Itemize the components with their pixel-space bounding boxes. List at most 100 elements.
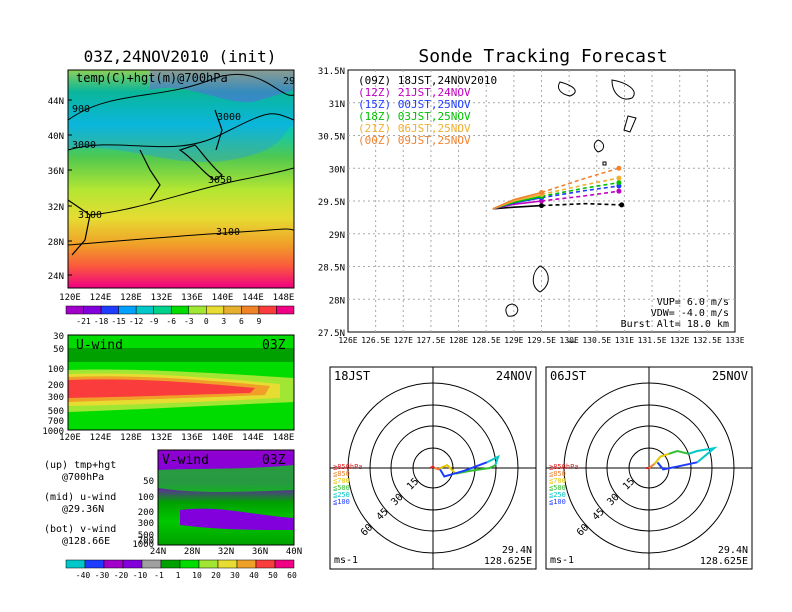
y-tick-label: 30.5N [318,133,345,143]
wind-colorbar: -40 -30 -20 -10 -1 1 10 20 30 40 50 60 [65,559,297,580]
pressure-tick-label: 300 [48,393,64,403]
v-wind-label: V-wind [162,453,209,468]
colorbar-label: -20 [114,571,129,580]
tracking-legend: (09Z) 18JST,24NOV2010(12Z) 21JST,24NOV(1… [358,74,497,147]
coastline [623,115,637,133]
colorbar-swatch [206,305,225,315]
legend-entry: (18Z) 03JST,25NOV [358,110,471,123]
korea-coastline [139,149,161,201]
colorbar-swatch [198,559,219,569]
track-point [616,175,622,181]
track-line [492,191,542,210]
colorbar-label: -6 [166,317,176,326]
lon-tick-label: 136E [181,433,203,443]
legend-entry: (15Z) 00JST,25NOV [358,98,471,111]
y-tick-label: 27.5N [318,329,345,339]
x-tick-label: 130E [560,336,579,345]
lat-tick-label: 36N [48,167,64,177]
track-point [539,189,544,195]
lon-tick-label: 132E [151,433,173,443]
colorbar-label: 1 [176,571,181,580]
hodograph-trace [434,467,441,471]
hodograph-trace [486,454,500,466]
hodograph-legend-entry: ≦100 [549,498,566,506]
x-tick-label: 131.5E [638,336,667,345]
note-line: (up) tmp+hgt [44,460,116,471]
track-line-forecast [541,202,622,207]
colorbar-swatch [160,559,181,569]
v-wind-frame [157,449,295,546]
u-wind-time: 03Z [262,338,286,353]
track-line-forecast [541,177,620,196]
colorbar-swatch [170,305,190,315]
colorbar-swatch [135,305,154,315]
hodograph-date: 24NOV [496,369,532,383]
hodograph-lat: 29.4N [502,545,532,556]
x-tick-label: 131E [615,336,634,345]
v-wind-lat-ticks: 24N 28N 32N 36N 40N [150,547,302,557]
note-line: @29.36N [62,504,104,515]
colorbar-label: -18 [94,317,109,326]
note-line: (bot) v-wind [44,524,116,535]
map-lat-ticks: 44N 40N 36N 32N 28N 24N [48,97,72,282]
y-tick-label: 31.5N [318,67,345,77]
u-wind-label: U-wind [76,338,123,353]
colorbar-label: -40 [76,571,91,580]
colorbar-label: -15 [111,317,126,326]
hodograph-trace [656,461,698,471]
y-tick-label: 31N [329,100,345,110]
map-label: temp(C)+hgt(m)@700hPa [76,71,228,85]
colorbar-swatch [84,559,105,569]
x-tick-label: 129E [504,336,523,345]
hodograph-trace [668,449,689,455]
y-tick-label: 29N [329,231,345,241]
pressure-tick-label: 700 [48,417,64,427]
lon-tick-label: 148E [273,293,295,303]
colorbar-swatch [83,305,102,315]
hodograph-legend-entry: ≦100 [333,498,350,506]
v-wind-section: V-wind 03Z [157,449,295,546]
colorbar-label: 50 [268,571,278,580]
legend-entry: (09Z) 18JST,24NOV2010 [358,74,497,87]
x-tick-label: 126E [338,336,357,345]
japan-coastline [178,144,223,181]
hodograph-legend-entry: ≦250 [549,491,566,499]
lon-tick-label: 144E [242,433,264,443]
sonde-tracks [492,165,625,210]
contour-label: 3100 [78,210,102,221]
x-tick-label: 128E [449,336,468,345]
height-contour [67,73,295,121]
u-wind-jet-core [68,379,255,398]
colorbar-swatch [122,559,143,569]
tracking-map: (09Z) 18JST,24NOV2010(12Z) 21JST,24NOV(1… [347,69,736,343]
colorbar-label: -10 [133,571,148,580]
lon-tick-label: 124E [90,433,112,443]
pressure-tick-label: 50 [143,477,154,487]
colorbar-label: 0 [204,317,209,326]
lat-tick-label: 32N [48,203,64,213]
x-tick-label: 132E [670,336,689,345]
tracking-y-ticks: 31.5N 31N 30.5N 30N 29.5N 29N 28.5N 28N 27.5N [318,67,345,339]
x-tick-label: 128.5E [472,336,501,345]
pressure-tick-label: 1000 [132,540,154,550]
colorbar-label: -12 [129,317,144,326]
track-point [616,180,622,186]
u-wind-section: U-wind 03Z [67,334,295,431]
colorbar-label: 3 [221,317,226,326]
track-point [539,203,544,209]
track-point [616,165,622,171]
hodograph-trace [439,463,457,475]
track-line-forecast [541,167,620,194]
hodograph-legend-entry: ≦250 [333,491,350,499]
temperature-colorbar: -21 -18 -15 -12 -9 -6 -3 0 3 6 9 [65,305,295,326]
colorbar-swatch [276,305,295,315]
hodograph-lon: 128.625E [700,556,748,567]
lat-tick-label: 24N [150,547,166,557]
cold-region [68,70,294,163]
colorbar-swatch [179,559,200,569]
x-tick-label: 129.5E [527,336,556,345]
coastline [532,265,549,293]
colorbar-label: -21 [76,317,91,326]
